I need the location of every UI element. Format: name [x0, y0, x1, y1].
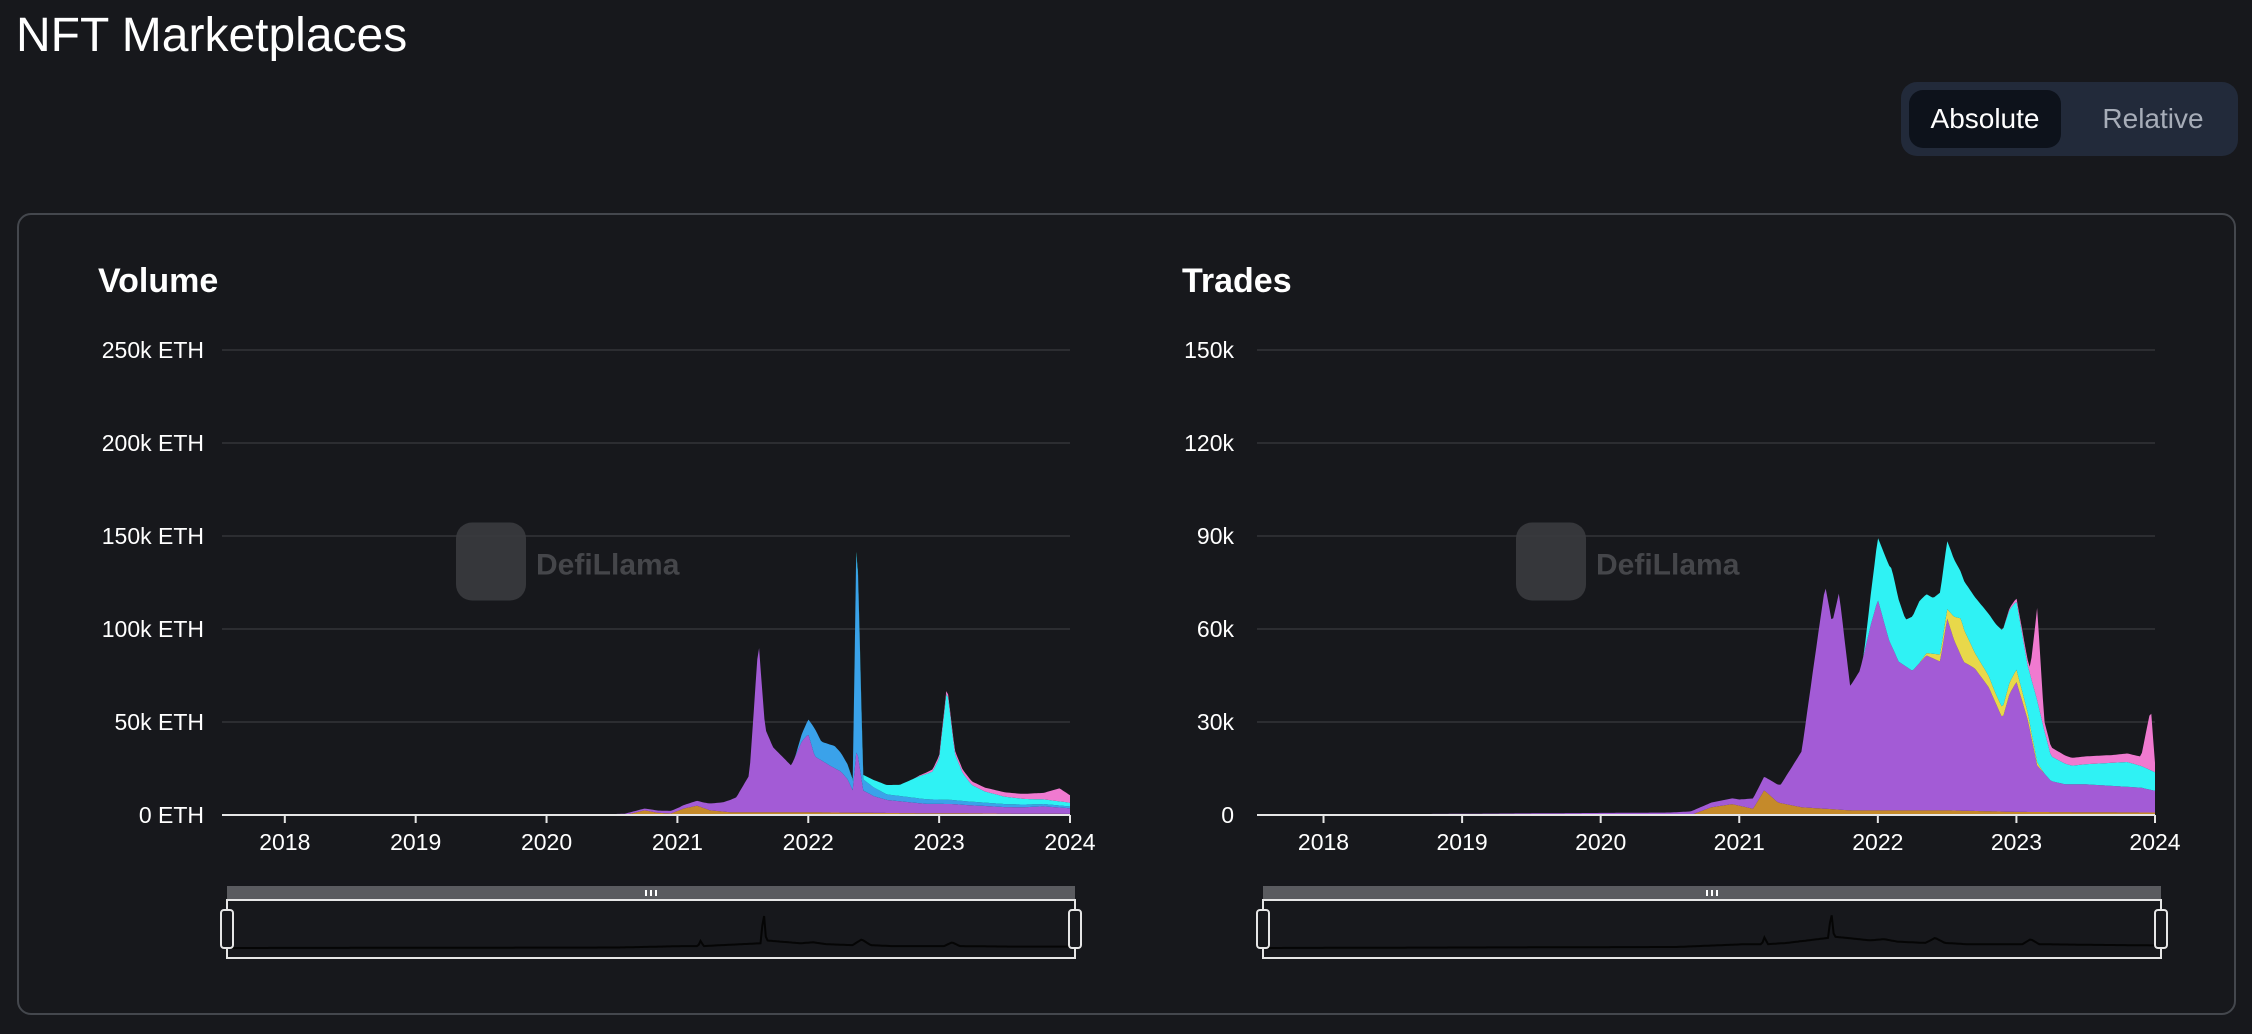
area-series-2 — [222, 554, 1070, 815]
watermark-text: DefiLlama — [1596, 549, 1740, 582]
area-series-4 — [222, 551, 1070, 815]
llama-logo-icon — [456, 522, 526, 601]
charts-card — [17, 213, 2236, 1015]
zoom-slider[interactable] — [1256, 886, 2168, 959]
defillama-watermark-logo: DefiLlama — [1516, 522, 1740, 601]
absolute-relative-toggle: Absolute Relative — [1901, 82, 2238, 156]
zoom-slider[interactable] — [220, 886, 1082, 959]
slider-grip-icon[interactable] — [645, 890, 647, 896]
y-tick-label: 90k — [1197, 523, 1235, 549]
x-tick-label: 2021 — [1714, 829, 1765, 855]
slider-grip-icon[interactable] — [1706, 890, 1708, 896]
chart-volume: 0 ETH 50k ETH 100k ETH 150k ETH 200k ETH 250k… — [102, 337, 1096, 959]
watermark-text: DefiLlama — [536, 549, 680, 582]
x-tick-label: 2019 — [390, 829, 441, 855]
x-tick-label: 2020 — [1575, 829, 1626, 855]
defillama-watermark-logo: DefiLlama — [456, 522, 680, 601]
y-tick-label: 0 ETH — [139, 802, 204, 828]
y-tick-label: 0 — [1221, 802, 1234, 828]
slider-left-handle[interactable] — [220, 909, 234, 949]
x-tick-label: 2018 — [1298, 829, 1349, 855]
y-tick-label: 50k ETH — [115, 709, 204, 735]
y-tick-label: 30k — [1197, 709, 1235, 735]
y-tick-label: 150k ETH — [102, 523, 204, 549]
chart-trades: 0 30k 60k 90k 120k 150k DefiLlama 2018 2019 2020 2… — [1184, 337, 2181, 959]
slider-right-handle[interactable] — [1068, 909, 1082, 949]
slider-grip-icon[interactable] — [1716, 890, 1718, 896]
area-series-3 — [1257, 538, 2155, 815]
y-tick-label: 200k ETH — [102, 430, 204, 456]
slider-left-handle[interactable] — [1256, 909, 1270, 949]
page-title: NFT Marketplaces — [16, 9, 408, 62]
slider-right-handle[interactable] — [2154, 909, 2168, 949]
relative-button[interactable]: Relative — [2102, 103, 2204, 134]
slider-grip-icon[interactable] — [650, 890, 652, 896]
y-tick-label: 100k ETH — [102, 616, 204, 642]
slider-grip-icon[interactable] — [655, 890, 657, 896]
y-tick-label: 60k — [1197, 616, 1235, 642]
x-tick-label: 2023 — [914, 829, 965, 855]
trades-chart-title: Trades — [1182, 262, 1292, 300]
volume-chart-title: Volume — [98, 262, 219, 300]
area-series-1 — [1257, 588, 2155, 815]
llama-logo-icon — [1516, 522, 1586, 601]
x-tick-label: 2020 — [521, 829, 572, 855]
area-series-1 — [222, 648, 1070, 815]
slider-preview-line — [1263, 915, 2162, 949]
x-tick-label: 2022 — [783, 829, 834, 855]
y-tick-label: 120k — [1184, 430, 1234, 456]
x-tick-label: 2023 — [1991, 829, 2042, 855]
slider-grip-icon[interactable] — [1711, 890, 1713, 896]
x-tick-label: 2021 — [652, 829, 703, 855]
x-tick-label: 2019 — [1437, 829, 1488, 855]
y-tick-label: 150k — [1184, 337, 1234, 363]
absolute-button[interactable]: Absolute — [1909, 90, 2061, 148]
x-tick-label: 2024 — [2129, 829, 2180, 855]
x-tick-label: 2018 — [259, 829, 310, 855]
area-series-0 — [1257, 790, 2155, 815]
slider-window — [226, 899, 1076, 959]
slider-window — [1262, 899, 2162, 959]
x-tick-label: 2024 — [1044, 829, 1095, 855]
area-series-3 — [222, 551, 1070, 815]
y-tick-label: 250k ETH — [102, 337, 204, 363]
slider-preview-line — [227, 915, 1075, 949]
x-tick-label: 2022 — [1852, 829, 1903, 855]
